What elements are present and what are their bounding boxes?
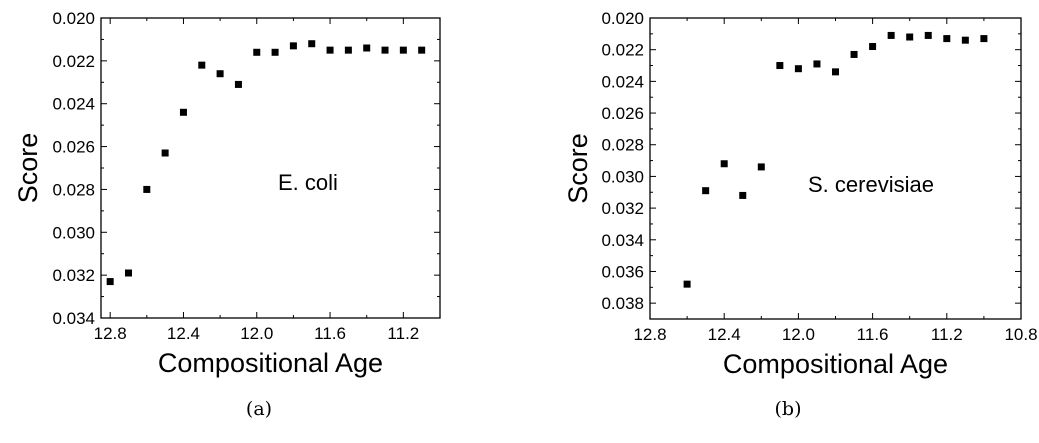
data-point [143, 185, 151, 193]
y-tick-label: 0.022 [601, 41, 644, 60]
data-point [739, 191, 747, 199]
y-axis-title: Score [563, 133, 593, 204]
data-point [308, 40, 316, 48]
data-point [289, 42, 297, 50]
x-tick-label: 10.8 [1004, 325, 1037, 344]
organism-label: E. coli [278, 170, 338, 195]
y-tick-label: 0.038 [601, 294, 644, 313]
y-tick-label: 0.024 [601, 72, 644, 91]
data-point [161, 149, 169, 157]
x-tick-label: 12.8 [94, 324, 127, 343]
data-point [832, 68, 839, 76]
y-tick-label: 0.030 [52, 223, 95, 242]
y-tick-label: 0.028 [52, 180, 95, 199]
data-point [869, 43, 877, 51]
x-axis-title: Compositional Age [723, 349, 948, 379]
y-tick-label: 0.030 [601, 167, 644, 186]
plot-frame [649, 17, 1022, 320]
y-tick-label: 0.024 [52, 95, 95, 114]
y-tick-label: 0.036 [601, 262, 644, 281]
x-axis-title: Compositional Age [158, 348, 383, 378]
data-point [344, 46, 352, 54]
data-point [943, 35, 951, 43]
data-point [253, 48, 261, 56]
data-point [106, 278, 114, 286]
data-point [776, 62, 784, 70]
x-tick-label: 12.4 [167, 324, 200, 343]
caption-a: (a) [245, 398, 273, 420]
data-point [216, 70, 224, 78]
data-point [720, 160, 728, 168]
data-point [980, 35, 988, 43]
organism-label: S. cerevisiae [808, 172, 934, 197]
y-tick-label: 0.026 [601, 104, 644, 123]
x-tick-label: 11.6 [857, 325, 889, 344]
data-point [924, 31, 932, 39]
y-tick-label: 0.028 [601, 136, 644, 155]
y-tick-label: 0.034 [601, 231, 644, 250]
y-tick-label: 0.026 [52, 138, 95, 157]
x-tick-label: 12.8 [633, 325, 666, 344]
data-point [381, 46, 389, 54]
x-tick-label: 11.6 [314, 324, 346, 343]
x-tick-label: 11.2 [387, 324, 419, 343]
data-point [850, 50, 858, 58]
data-point [757, 163, 765, 171]
plot-frame [100, 17, 441, 319]
caption-b: (b) [774, 398, 802, 420]
data-point [326, 46, 334, 54]
data-point [363, 44, 371, 52]
chart-s-cerevisiae: 0.020 0.022 0.024 0.026 0.028 0.030 0.032 0.034… [563, 9, 1038, 379]
data-point [702, 187, 710, 195]
y-tick-label: 0.032 [52, 266, 95, 285]
y-tick-label: 0.020 [52, 9, 95, 28]
data-point [906, 33, 914, 41]
x-tick-label: 11.2 [931, 325, 963, 344]
data-point [198, 61, 206, 69]
y-axis-title: Score [13, 133, 43, 204]
x-tick-label: 12.4 [708, 325, 741, 344]
data-point [399, 46, 407, 54]
data-point [683, 280, 691, 288]
data-point [271, 48, 279, 56]
data-point [813, 60, 821, 68]
data-point [961, 36, 969, 44]
y-tick-label: 0.020 [601, 9, 644, 28]
data-point [179, 108, 187, 116]
data-point [887, 31, 895, 39]
chart-e-coli: 0.020 0.022 0.024 0.026 0.028 0.030 0.032 0.034… [13, 9, 441, 378]
x-tick-label: 12.0 [782, 325, 815, 344]
data-point [234, 80, 242, 88]
data-point [794, 65, 802, 73]
figure-panel-b: 0.020 0.022 0.024 0.026 0.028 0.030 0.032 0.034… [519, 0, 1039, 443]
figure-panel-a: 0.020 0.022 0.024 0.026 0.028 0.030 0.032 0.034… [13, 9, 441, 420]
y-tick-label: 0.022 [52, 52, 95, 71]
y-tick-label: 0.032 [601, 199, 644, 218]
data-point [124, 269, 132, 277]
data-point [418, 46, 426, 54]
x-tick-label: 12.0 [240, 324, 273, 343]
y-tick-label: 0.034 [52, 309, 95, 328]
